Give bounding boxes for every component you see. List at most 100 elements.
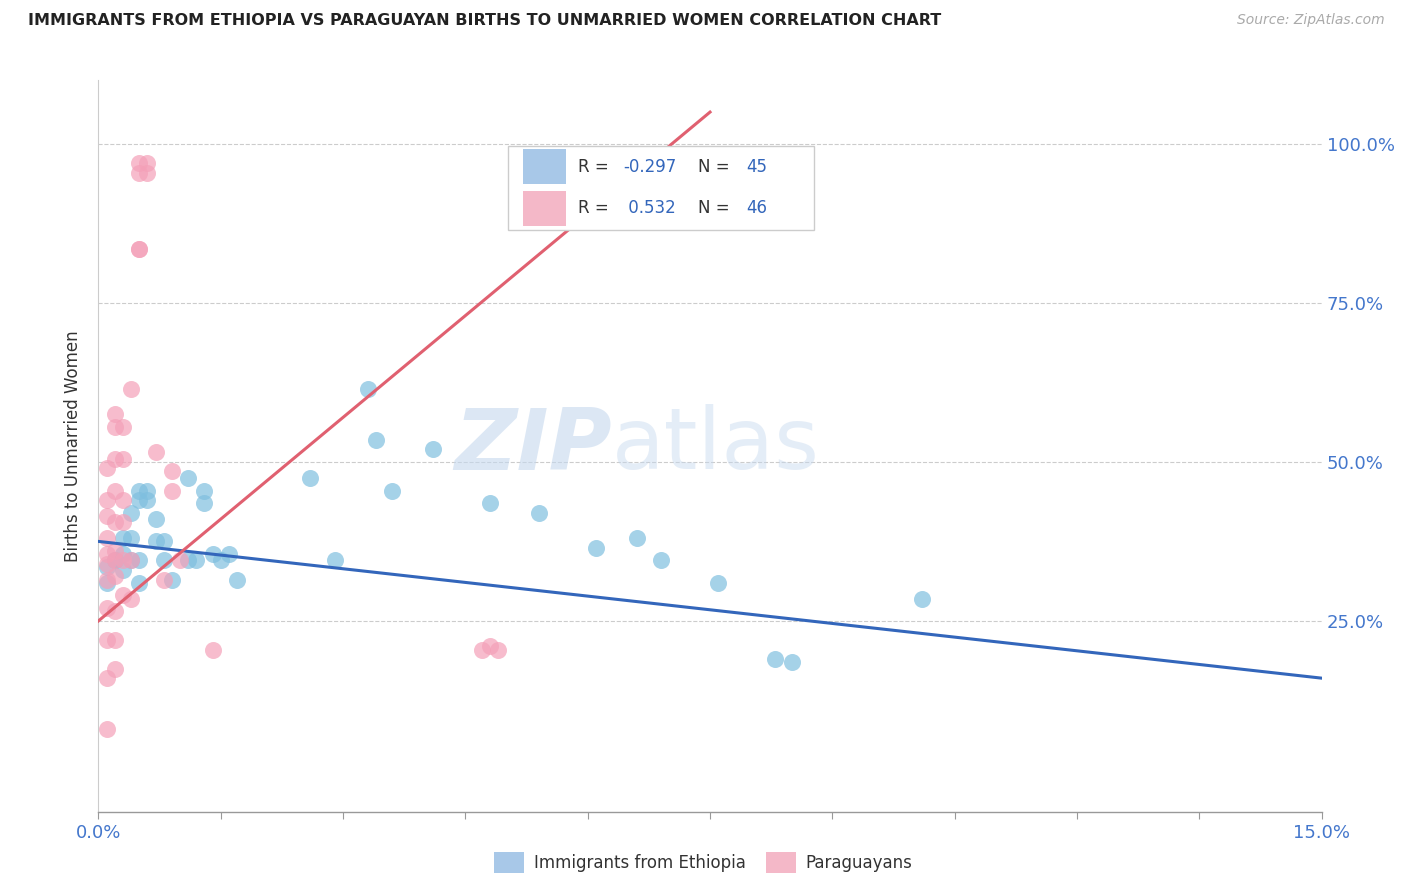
Point: [104, 553, 127, 567]
Point: [356, 382, 378, 396]
Point: [145, 512, 167, 526]
Text: Source: ZipAtlas.com: Source: ZipAtlas.com: [1237, 13, 1385, 28]
Point: [145, 445, 167, 459]
Point: [111, 589, 134, 603]
Point: [152, 553, 174, 567]
Point: [136, 493, 159, 508]
Point: [201, 642, 224, 657]
Point: [104, 632, 127, 647]
Point: [96, 722, 118, 736]
Point: [381, 483, 404, 498]
Point: [96, 601, 118, 615]
Point: [478, 496, 501, 510]
Point: [128, 575, 150, 590]
Text: N =: N =: [697, 158, 735, 176]
Point: [104, 604, 127, 618]
Point: [911, 591, 934, 606]
Point: [364, 433, 387, 447]
Point: [471, 642, 494, 657]
Point: [111, 420, 134, 434]
Point: [96, 573, 118, 587]
Point: [111, 531, 134, 545]
Point: [96, 508, 118, 523]
Point: [120, 553, 142, 567]
Point: [201, 547, 224, 561]
Point: [96, 547, 118, 561]
Point: [104, 569, 127, 583]
Point: [120, 591, 142, 606]
Point: [104, 544, 127, 558]
Point: [128, 242, 150, 256]
Point: [486, 642, 509, 657]
Point: [160, 483, 183, 498]
Y-axis label: Births to Unmarried Women: Births to Unmarried Women: [65, 330, 83, 562]
Point: [96, 575, 118, 590]
Text: IMMIGRANTS FROM ETHIOPIA VS PARAGUAYAN BIRTHS TO UNMARRIED WOMEN CORRELATION CHA: IMMIGRANTS FROM ETHIOPIA VS PARAGUAYAN B…: [28, 13, 942, 29]
Point: [104, 553, 127, 567]
Point: [136, 156, 159, 170]
Point: [136, 483, 159, 498]
Point: [128, 165, 150, 179]
Point: [120, 553, 142, 567]
Bar: [523, 191, 565, 226]
Point: [96, 671, 118, 685]
Point: [120, 382, 142, 396]
Point: [111, 493, 134, 508]
Point: [478, 640, 501, 654]
Point: [120, 531, 142, 545]
Bar: [523, 149, 565, 184]
Point: [104, 407, 127, 421]
Point: [585, 541, 607, 555]
Point: [128, 493, 150, 508]
Point: [226, 573, 249, 587]
Point: [763, 652, 786, 666]
Text: -0.297: -0.297: [623, 158, 676, 176]
Point: [96, 531, 118, 545]
Point: [111, 553, 134, 567]
Point: [169, 553, 191, 567]
Text: 0.532: 0.532: [623, 199, 676, 218]
Point: [527, 506, 550, 520]
Point: [177, 553, 200, 567]
Point: [186, 553, 208, 567]
Point: [96, 559, 118, 574]
Point: [299, 471, 322, 485]
Point: [145, 534, 167, 549]
Point: [193, 496, 215, 510]
Point: [650, 553, 672, 567]
Point: [96, 632, 118, 647]
Point: [104, 451, 127, 466]
Point: [96, 461, 118, 475]
Point: [136, 165, 159, 179]
Point: [218, 547, 240, 561]
Point: [111, 563, 134, 577]
Point: [128, 242, 150, 256]
Point: [177, 471, 200, 485]
Point: [323, 553, 346, 567]
Point: [160, 465, 183, 479]
Point: [104, 420, 127, 434]
Point: [96, 557, 118, 571]
Point: [193, 483, 215, 498]
Point: [160, 573, 183, 587]
Text: ZIP: ZIP: [454, 404, 612, 488]
Point: [707, 575, 730, 590]
Point: [128, 483, 150, 498]
Text: N =: N =: [697, 199, 735, 218]
Point: [626, 531, 648, 545]
Point: [104, 483, 127, 498]
Point: [422, 442, 444, 457]
Point: [128, 156, 150, 170]
Point: [120, 506, 142, 520]
Point: [104, 662, 127, 676]
Bar: [508, 146, 814, 230]
Text: atlas: atlas: [612, 404, 820, 488]
Point: [209, 553, 232, 567]
Point: [104, 553, 127, 567]
Point: [152, 534, 174, 549]
Legend: Immigrants from Ethiopia, Paraguayans: Immigrants from Ethiopia, Paraguayans: [486, 846, 920, 880]
Point: [96, 493, 118, 508]
Point: [111, 451, 134, 466]
Point: [111, 516, 134, 530]
Point: [104, 516, 127, 530]
